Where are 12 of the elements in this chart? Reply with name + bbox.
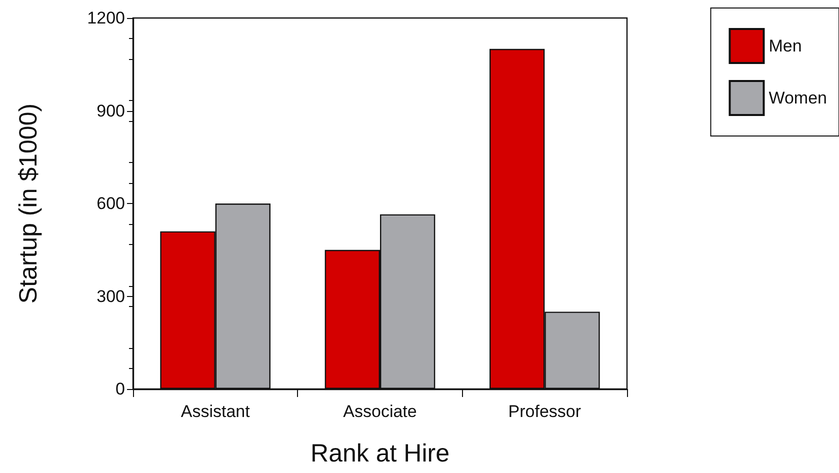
legend-label: Women <box>768 88 827 108</box>
x-tick-label: Assistant <box>180 402 250 421</box>
x-axis-title: Rank at Hire <box>310 440 450 468</box>
legend-label: Men <box>768 36 802 56</box>
x-tick-label: Professor <box>508 402 582 421</box>
y-tick-label: 900 <box>96 101 125 120</box>
x-tick-label: Associate <box>343 402 417 421</box>
y-tick-label: 300 <box>96 286 125 306</box>
y-axis-title: Startup (in $1000) <box>14 103 42 304</box>
y-tick-label: 600 <box>96 194 125 213</box>
y-tick-label: 0 <box>116 380 125 398</box>
y-tick-label: 1200 <box>87 8 125 28</box>
